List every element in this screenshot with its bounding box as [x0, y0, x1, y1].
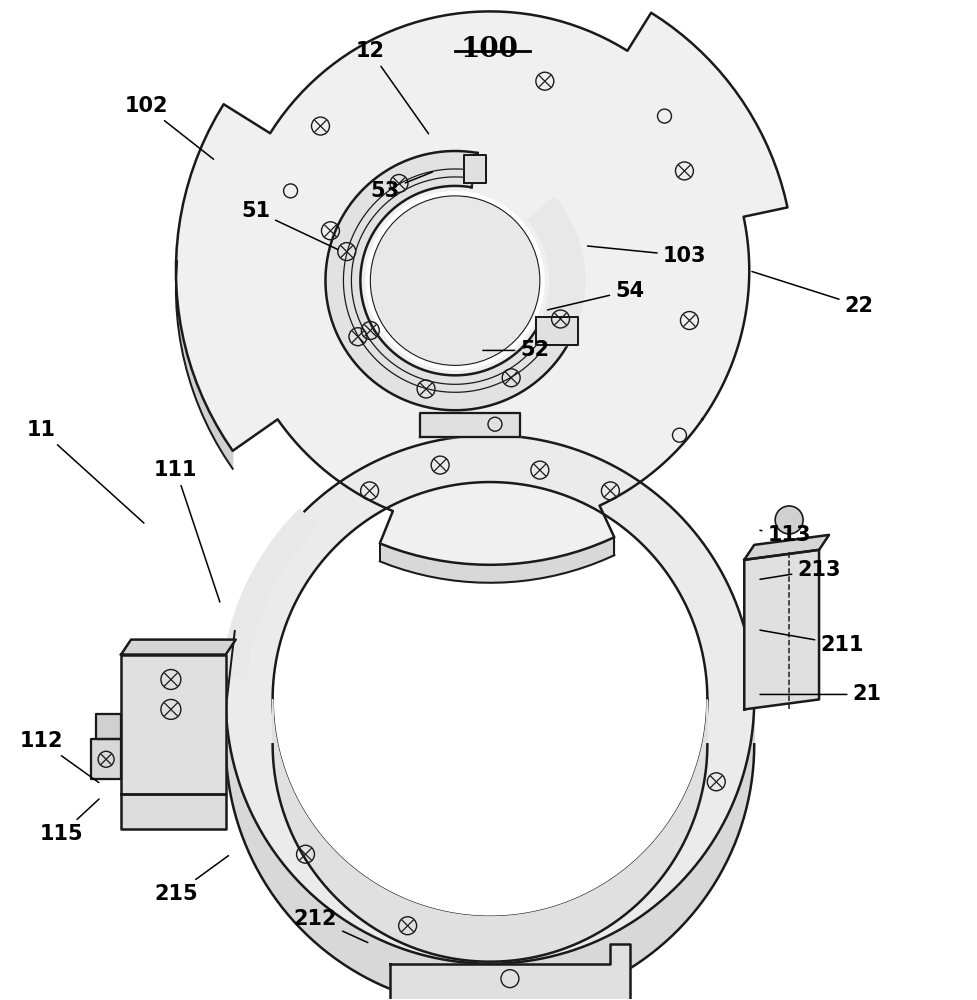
Text: 100: 100	[460, 36, 519, 63]
Text: 103: 103	[587, 246, 705, 266]
Polygon shape	[390, 944, 629, 1000]
Text: 213: 213	[759, 560, 840, 580]
Polygon shape	[463, 155, 486, 183]
Polygon shape	[743, 535, 828, 560]
Text: 112: 112	[20, 731, 99, 783]
Polygon shape	[222, 509, 317, 678]
Polygon shape	[743, 550, 818, 709]
Circle shape	[365, 191, 544, 370]
Text: 52: 52	[483, 340, 549, 360]
Text: 22: 22	[751, 271, 872, 316]
Polygon shape	[535, 317, 577, 345]
Text: 12: 12	[356, 41, 428, 134]
Polygon shape	[325, 151, 584, 410]
Text: 53: 53	[370, 172, 432, 201]
Polygon shape	[91, 739, 121, 779]
Text: 54: 54	[547, 281, 644, 310]
Polygon shape	[96, 714, 121, 739]
Polygon shape	[121, 655, 226, 794]
Polygon shape	[226, 699, 753, 1000]
Polygon shape	[121, 640, 235, 655]
Polygon shape	[226, 435, 753, 964]
Text: 111: 111	[154, 460, 220, 602]
Polygon shape	[420, 413, 520, 437]
Polygon shape	[325, 151, 572, 410]
Text: 113: 113	[759, 525, 810, 545]
Text: 215: 215	[154, 856, 229, 904]
Text: 212: 212	[293, 909, 367, 943]
Polygon shape	[176, 243, 233, 469]
Text: 115: 115	[39, 799, 99, 844]
Circle shape	[370, 196, 539, 365]
Text: 102: 102	[124, 96, 213, 159]
Text: 11: 11	[26, 420, 144, 523]
Text: 51: 51	[241, 201, 338, 250]
Polygon shape	[121, 794, 226, 829]
Polygon shape	[273, 699, 706, 962]
Text: 21: 21	[759, 684, 880, 704]
Text: 211: 211	[759, 630, 863, 655]
Polygon shape	[176, 11, 786, 565]
Circle shape	[775, 506, 802, 534]
